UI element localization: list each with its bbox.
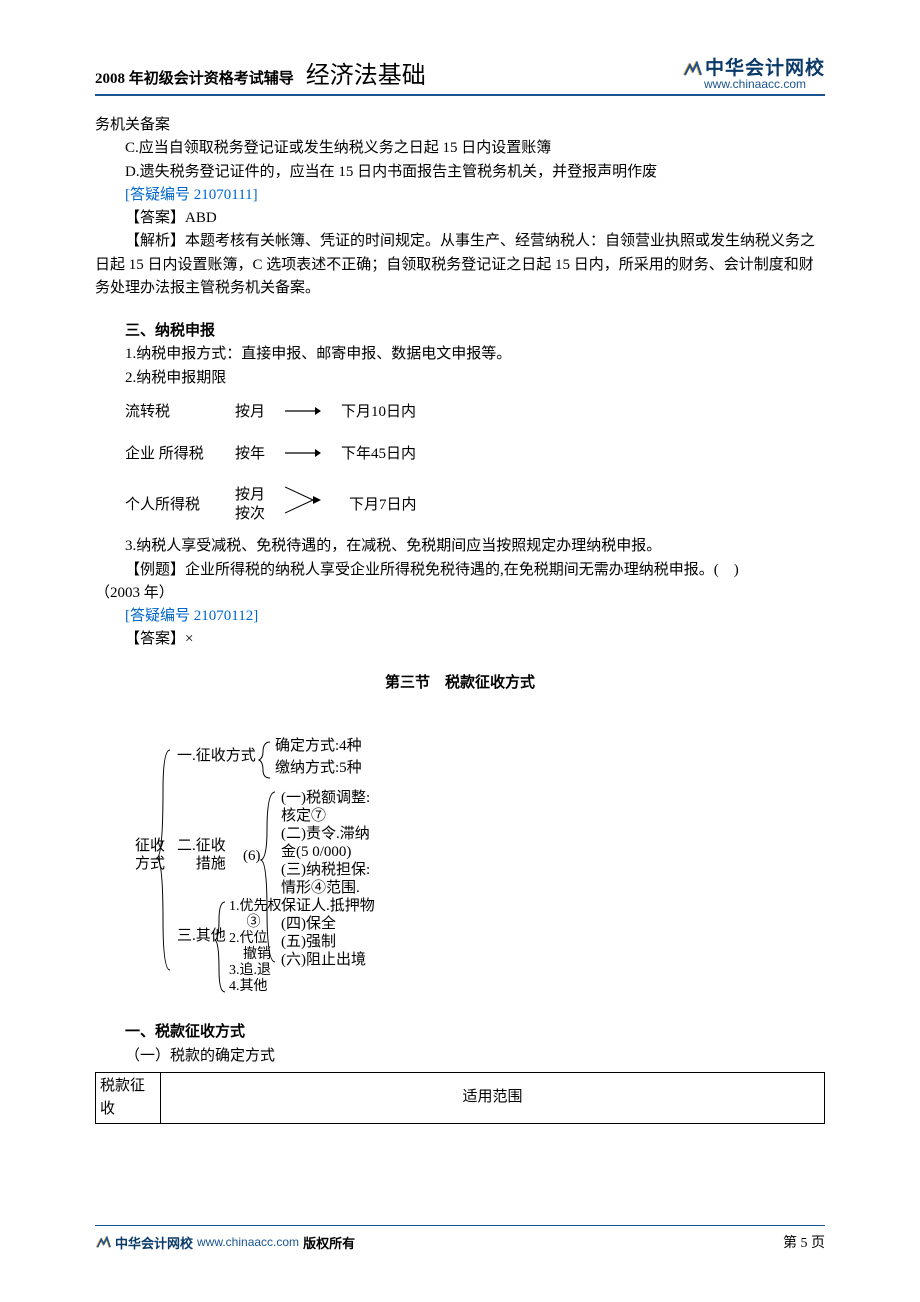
answer-2: 【答案】× <box>95 628 825 651</box>
section-3-title: 三、纳税申报 <box>95 320 825 343</box>
document-body: 务机关备案 C.应当自领取税务登记证或发生纳税义务之日起 15 日内设置账簿 D… <box>95 114 825 1124</box>
diag-r1-b: 按月 <box>235 398 265 427</box>
diag-r2-c: 下年45日内 <box>341 440 416 469</box>
tree-n2-3c: 保证人.抵押物 <box>281 897 375 914</box>
tree-n2a: 二.征收 <box>177 837 226 854</box>
sec3-p3: 3.纳税人享受减税、免税待遇的，在减税、免税期间应当按照规定办理纳税申报。 <box>95 535 825 558</box>
explanation: 【解析】本题考核有关帐簿、凭证的时间规定。从事生产、经营纳税人：自领营业执照或发… <box>95 230 825 300</box>
header-logo: 中华会计网校 www.chinaacc.com <box>682 59 825 90</box>
footer-left: 中华会计网校 www.chinaacc.com 版权所有 <box>95 1233 355 1252</box>
tree-n2-3b: 情形④范围. <box>281 879 360 896</box>
diag-r2-a: 企业 所得税 <box>125 440 215 469</box>
diag-r3-b1: 按月 <box>235 487 265 503</box>
tree-n2-3a: (三)纳税担保: <box>281 861 370 878</box>
section-heading: 第三节 税款征收方式 <box>95 672 825 695</box>
arrow-icon <box>285 398 321 427</box>
tree-n2-2a: (二)责令.滞纳 <box>281 825 370 842</box>
diag-r2-b: 按年 <box>235 440 265 469</box>
diag-r3-c: 下月7日内 <box>349 491 417 520</box>
diag-r1-c: 下月10日内 <box>341 398 416 427</box>
tree-n2-6: (六)阻止出境 <box>281 950 366 968</box>
tree-n2-2b: 金(5 0/000) <box>281 843 351 860</box>
answer-label: 【答案】 <box>125 631 185 647</box>
header-title: 经济法基础 <box>306 55 426 90</box>
logo-text: 中华会计网校 <box>705 59 825 78</box>
footer-url: www.chinaacc.com <box>197 1235 299 1249</box>
sub-heading-1a: （一）税款的确定方式 <box>95 1045 825 1068</box>
answer-value: ABD <box>185 210 217 226</box>
answer-label: 【答案】 <box>125 210 185 226</box>
tree-n1b: 缴纳方式:5种 <box>275 759 362 776</box>
converge-arrow-icon <box>285 483 329 528</box>
page-footer: 中华会计网校 www.chinaacc.com 版权所有 第 5 页 <box>95 1225 825 1252</box>
diag-r3-b2: 按次 <box>235 506 265 522</box>
logo-icon <box>682 61 702 77</box>
tree-svg: 征收 方式 一.征收方式 确定方式:4种 缴纳方式:5种 二.征收 措施 (6)… <box>135 710 595 1000</box>
table-row: 税款征收 适用范围 <box>96 1072 825 1124</box>
example-year: （2003 年） <box>95 582 825 605</box>
header-left: 2008 年初级会计资格考试辅导 经济法基础 <box>95 55 426 90</box>
tree-n1a: 确定方式:4种 <box>275 737 362 754</box>
tree-n3-4: 4.其他 <box>229 978 268 994</box>
explain-text: 本题考核有关帐簿、凭证的时间规定。从事生产、经营纳税人：自领营业执照或发生纳税义… <box>95 233 815 296</box>
table-header-1: 税款征收 <box>96 1072 161 1124</box>
arrow-icon <box>285 440 321 469</box>
page-number: 第 5 页 <box>783 1232 825 1252</box>
page-header: 2008 年初级会计资格考试辅导 经济法基础 中华会计网校 www.chinaa… <box>95 55 825 96</box>
answer-value: × <box>185 631 193 647</box>
option-c: C.应当自领取税务登记证或发生纳税义务之日起 15 日内设置账簿 <box>95 137 825 160</box>
sec3-p2: 2.纳税申报期限 <box>95 367 825 390</box>
example-text: 企业所得税的纳税人享受企业所得税免税待遇的,在免税期间无需办理纳税申报。( ) <box>185 562 739 578</box>
sec3-p1: 1.纳税申报方式：直接申报、邮寄申报、数据电文申报等。 <box>95 343 825 366</box>
footer-copyright: 版权所有 <box>303 1233 355 1252</box>
diag-r3-a: 个人所得税 <box>125 491 215 520</box>
tree-n1: 一.征收方式 <box>177 747 256 764</box>
logo-url: www.chinaacc.com <box>704 78 806 90</box>
logo-icon <box>95 1236 111 1249</box>
qa-ref-2: [答疑编号 21070112] <box>95 605 825 628</box>
continuation-line: 务机关备案 <box>95 114 825 137</box>
tax-scope-table: 税款征收 适用范围 <box>95 1072 825 1125</box>
example-question: 【例题】企业所得税的纳税人享受企业所得税免税待遇的,在免税期间无需办理纳税申报。… <box>95 559 825 582</box>
header-prefix: 2008 年初级会计资格考试辅导 <box>95 67 294 88</box>
tree-n2-4: (四)保全 <box>281 914 336 932</box>
tree-n2-1b: 核定⑦ <box>281 807 326 824</box>
tree-n3-3: 3.追.退 <box>229 962 271 978</box>
qa-ref-1: [答疑编号 21070111] <box>95 184 825 207</box>
tax-period-diagram: 流转税 按月 下月10日内 企业 所得税 按年 下年45日内 个人所得税 按月 … <box>125 398 825 528</box>
table-header-2: 适用范围 <box>161 1072 825 1124</box>
tree-n3-1b: ③ <box>229 914 261 930</box>
tree-n3-2a: 2.代位 <box>229 930 268 946</box>
diag-r3-b: 按月 按次 <box>235 486 265 525</box>
answer-1: 【答案】ABD <box>95 207 825 230</box>
tree-n2-1a: (一)税额调整: <box>281 789 370 806</box>
sub-heading-1: 一、税款征收方式 <box>95 1021 825 1044</box>
tree-n2b: 措施 <box>177 855 226 872</box>
example-label: 【例题】 <box>125 562 185 578</box>
diag-r1-a: 流转税 <box>125 398 215 427</box>
tree-n2num: (6) <box>243 848 261 864</box>
option-d: D.遗失税务登记证件的，应当在 15 日内书面报告主管税务机关，并登报声明作废 <box>95 161 825 184</box>
footer-logo-text: 中华会计网校 <box>115 1233 193 1252</box>
tree-n3-1a: 1.优先权 <box>229 898 282 914</box>
tree-n2-5: (五)强制 <box>281 933 336 950</box>
explain-label: 【解析】 <box>125 233 185 249</box>
tree-n3-2b: 撤销 <box>229 946 271 962</box>
collection-tree-diagram: 征收 方式 一.征收方式 确定方式:4种 缴纳方式:5种 二.征收 措施 (6)… <box>135 710 825 1007</box>
